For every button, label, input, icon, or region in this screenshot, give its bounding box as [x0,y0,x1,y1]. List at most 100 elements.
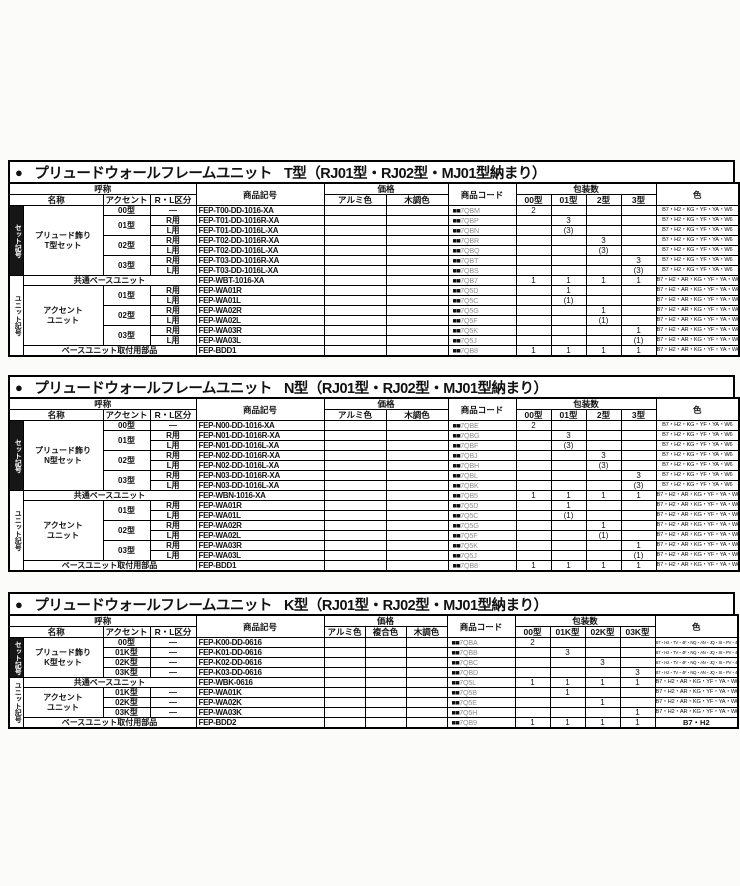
cell-pack [585,205,622,216]
cell-color: B7・H2・AR・KG・YF・YA・W6 [655,510,740,521]
cell-item-code: FEP-N01-DD-1016R-XA [195,430,325,441]
cell-pack [620,215,657,226]
table-row: ユニット記号 共通ベースユニット FEP-WBN-1016-XA ■■7QB5 1 1 1 1… [8,490,740,572]
cell-pack: (3) [550,440,587,451]
cell-pack [515,225,552,236]
cell-price [323,285,387,296]
cell-product-code: ■■7Q5C [447,295,517,306]
table-row: 03型 R用 FEP-N03-DD-1016R-XA ■■7QBL 3 B7・H2・KG・… [9,470,740,491]
cell-color: B7・H2・KG・YF・YA・W6 [655,440,740,451]
cell-pack [620,450,657,461]
cell-pack [585,440,622,451]
cell-item-code: FEP-WA03K [195,707,325,718]
table-row: 02型 R用 FEP-N02-DD-1016R-XA ■■7QBJ 3 B7・H2・KG・… [9,450,740,471]
cell-color: B7・H2・KG・YF・YA・W6 [655,235,740,246]
product-code-text: 7QBG [460,431,480,440]
cell-pack [515,450,552,461]
cell-pack [515,530,552,541]
header-row: 名称 アクセント R・L区分 アルミ色 木調色 00型 01型 2型 3型 [8,194,739,206]
cell-rl: L用 [149,510,197,521]
col-header-price-0: アルミ色 [323,409,387,421]
cell-item-code: FEP-WA03L [195,335,325,346]
cell-color: B7・H2・AR・KG・YF・YA・W6 [655,305,740,316]
cell-rl: — [149,205,197,216]
table-row: 01K型 — FEP-K01-DD-0616 ■■7QBB 3 B7・H2・TV・4F・N… [9,647,739,658]
cell-price [323,440,387,451]
cell-pack [515,470,552,481]
cell-price [385,560,449,572]
masked-digits: ■■ [452,471,461,480]
table-row: L用 FEP-T03-DD-1016L-XA ■■7QBS (3) B7・H2・KG・Y… [9,265,740,276]
cell-wide-label: 共通ベースユニット [22,677,197,688]
cell-pack [550,305,587,316]
cell-pack [620,315,657,326]
col-header-nickname: 呼称 [8,397,197,410]
cell-rl: L用 [149,460,197,471]
cell-pack [549,657,586,668]
cell-color: B7・H2・AR・KG・YF・YA・W6 [655,550,740,561]
cell-pack: 1 [549,687,586,698]
table-row: ベースユニット取付用部品 FEP-BDD1 ■■7QB8 1 1 1 1 B7・H2・AR・K… [9,345,740,357]
product-code-text: 7QBB [459,648,478,657]
masked-digits: ■■ [452,461,461,470]
cell-rl: R用 [149,255,197,266]
cell-color: B7・H2・AR・KG・YF・YA・W6 [655,490,740,501]
table-row: ユニット記号 共通ベースユニット FEP-WBK-0616 ■■7Q5L 1 1 1 1 B7・… [8,677,739,729]
cell-pack [585,540,622,551]
cell-pack: (1) [620,335,657,346]
cell-rl: L用 [149,335,197,346]
cell-price [385,225,449,236]
col-header-rl: R・L区分 [149,626,197,638]
cell-color: B7・H2・AR・KG・YF・YA・W6 [654,697,739,708]
cell-pack: 3 [585,450,622,461]
side-label-set-mark: セット記号 [8,637,24,678]
col-header-price-1: 木調色 [385,409,449,421]
title-main: プリュードウォールフレームユニット [34,597,272,614]
cell-pack [515,500,552,511]
side-label-set-mark: セット記号 [8,205,24,276]
cell-color: B7・H2・AR・KG・YF・YA・W6 [655,295,740,306]
cell-color: B7・H2・AR・KG・YF・YA・W6 [655,500,740,511]
cell-rl: L用 [149,245,197,256]
cell-product-code: ■■7QBF [447,440,517,451]
col-header-price: 価格 [323,182,449,195]
cell-product-code: ■■7Q5F [447,315,517,326]
catalog-grid: 呼称 商品記号 価格 商品コード 包装数色名称 アクセント R・L区分 アルミ色 木調色 00型 0… [8,182,740,357]
cell-price [323,450,387,461]
cell-pack [515,295,552,306]
cell-pack [620,285,657,296]
cell-pack: 1 [550,275,587,286]
cell-price [385,540,449,551]
cell-accent: 01型 [102,285,151,306]
table-row: アクセント ユニット 01型 R用 FEP-WA01R ■■7Q5D 1 B7・H2・AR・… [9,500,740,561]
bullet-icon: ● [15,164,23,180]
cell-pack [514,657,551,668]
product-code-text: 7QBC [459,658,478,667]
cell-price [364,677,407,688]
cell-pack: 1 [550,285,587,296]
cell-product-code: ■■7Q5D [447,500,517,511]
cell-product-code: ■■7QBJ [447,450,517,461]
cell-pack [585,480,622,491]
cell-pack [584,637,621,648]
cell-color: B7・H2・KG・YF・YA・W6 [655,420,740,431]
masked-digits: ■■ [452,326,461,335]
cell-pack: 1 [620,325,657,336]
product-code-text: 7Q5C [460,296,479,305]
table-row: セット記号 プリュード飾り N型セット 00型 — FEP-N00-DD-1016-XA… [8,420,740,491]
masked-digits: ■■ [452,451,461,460]
bullet-icon: ● [15,596,23,612]
cell-rl: — [149,657,197,668]
cell-color: B7・H2 [654,717,739,729]
cell-rl: R用 [149,470,197,481]
col-header-pack-3: 03K型 [619,626,656,638]
product-code-text: 7QBT [460,256,479,265]
cell-item-code: FEP-BDD1 [195,345,325,357]
cell-price [323,697,366,708]
cell-pack [585,470,622,481]
product-code-text: 7QBH [460,461,479,470]
product-table-k: ● プリュードウォールフレームユニット K型（RJ01型・RJ02型・MJ01型納ま… [8,592,740,729]
cell-rl: R用 [149,540,197,551]
cell-item-code: FEP-T02-DD-1016L-XA [195,245,325,256]
col-header-accent: アクセント [102,194,151,206]
